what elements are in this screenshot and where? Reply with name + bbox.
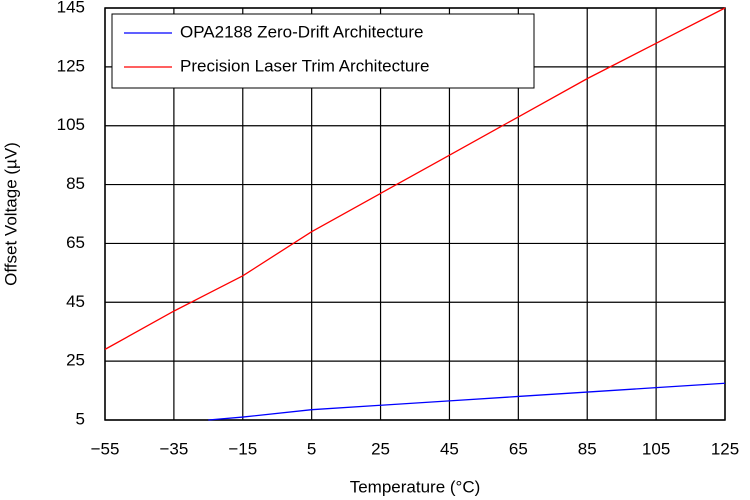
legend-box	[111, 13, 535, 89]
y-axis-title: Offset Voltage (µV)	[1, 142, 20, 286]
x-tick-label: 25	[371, 439, 390, 458]
series-line	[104, 7, 726, 350]
x-tick-label: −35	[159, 439, 188, 458]
x-tick-label: −15	[228, 439, 257, 458]
y-tick-label: 125	[57, 56, 85, 75]
legend-label: Precision Laser Trim Architecture	[180, 56, 429, 75]
y-tick-label: 45	[66, 292, 85, 311]
legend-label: OPA2188 Zero-Drift Architecture	[180, 22, 423, 41]
y-tick-label: 65	[66, 233, 85, 252]
x-tick-label: 125	[711, 439, 739, 458]
y-tick-label: 85	[66, 174, 85, 193]
plot-frame	[104, 7, 726, 421]
x-tick-label: 45	[440, 439, 459, 458]
x-tick-label: −55	[91, 439, 120, 458]
series-line	[208, 382, 726, 421]
y-tick-label: 5	[76, 409, 85, 428]
x-tick-label: 105	[642, 439, 670, 458]
x-tick-label: 5	[307, 439, 316, 458]
x-tick-label: 65	[509, 439, 528, 458]
y-tick-label: 145	[57, 0, 85, 16]
y-tick-label: 25	[66, 351, 85, 370]
x-axis-title: Temperature (°C)	[350, 477, 481, 496]
y-tick-label: 105	[57, 115, 85, 134]
x-tick-label: 85	[578, 439, 597, 458]
